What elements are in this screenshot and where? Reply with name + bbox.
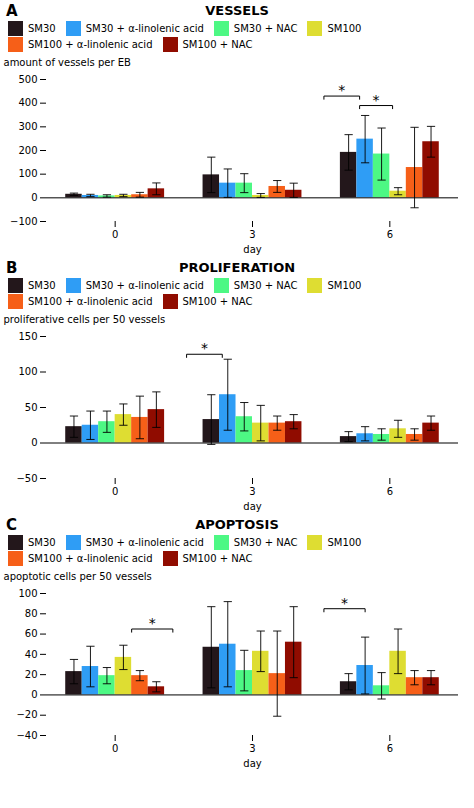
svg-text:0: 0 xyxy=(112,743,118,754)
svg-text:100: 100 xyxy=(18,168,37,179)
svg-text:300: 300 xyxy=(18,121,37,132)
html-text:SM100 + α-linolenic acid: SM100 + α-linolenic acid xyxy=(28,296,153,308)
html-text:SM30 + α-linolenic acid: SM30 + α-linolenic acid xyxy=(85,536,204,548)
svg-text:−50: −50 xyxy=(16,473,37,484)
svg-text:20: 20 xyxy=(25,669,38,680)
svg-text:0: 0 xyxy=(31,192,37,203)
html-text:SM30 + α-linolenic acid: SM30 + α-linolenic acid xyxy=(85,22,204,34)
svg-text:100: 100 xyxy=(18,588,37,599)
html-text:B: B xyxy=(6,259,18,277)
html-text:SM30 + α-linolenic acid: SM30 + α-linolenic acid xyxy=(85,279,204,291)
svg-text:amount of vessels per EB: amount of vessels per EB xyxy=(4,57,131,68)
svg-text:3: 3 xyxy=(249,486,255,497)
svg-text:−40: −40 xyxy=(16,730,37,741)
svg-text:6: 6 xyxy=(387,486,393,497)
svg-text:−100: −100 xyxy=(10,216,37,227)
svg-text:day: day xyxy=(243,758,261,769)
html-text:SM100 + NAC: SM100 + NAC xyxy=(182,553,253,565)
html-text:SM30 + NAC: SM30 + NAC xyxy=(233,279,298,291)
svg-text:60: 60 xyxy=(25,628,38,639)
html-text:APOPTOSIS: APOPTOSIS xyxy=(195,517,279,532)
html-text:SM30: SM30 xyxy=(28,279,56,291)
svg-text:*: * xyxy=(338,82,345,98)
svg-text:*: * xyxy=(149,615,156,631)
svg-text:*: * xyxy=(201,340,208,356)
svg-text:*: * xyxy=(341,595,348,611)
html-text:SM100: SM100 xyxy=(327,22,362,34)
html-text:SM30 + NAC: SM30 + NAC xyxy=(233,536,298,548)
html-text:PROLIFERATION: PROLIFERATION xyxy=(178,260,296,275)
svg-text:−20: −20 xyxy=(16,709,37,720)
svg-text:150: 150 xyxy=(18,331,37,342)
svg-text:100: 100 xyxy=(18,366,37,377)
html-text:SM100 + α-linolenic acid: SM100 + α-linolenic acid xyxy=(28,553,153,565)
html-text:SM30 + NAC: SM30 + NAC xyxy=(233,22,298,34)
svg-text:day: day xyxy=(243,501,261,512)
svg-text:0: 0 xyxy=(112,229,118,240)
html-text:SM100 + NAC: SM100 + NAC xyxy=(182,39,253,51)
html-text:A: A xyxy=(6,2,18,20)
svg-text:3: 3 xyxy=(249,743,255,754)
svg-text:6: 6 xyxy=(387,229,393,240)
svg-text:0: 0 xyxy=(31,689,37,700)
svg-text:0: 0 xyxy=(31,437,37,448)
svg-text:*: * xyxy=(373,92,380,108)
svg-text:40: 40 xyxy=(25,649,38,660)
svg-text:400: 400 xyxy=(18,97,37,108)
svg-text:day: day xyxy=(243,244,261,255)
svg-text:apoptotic cells per 50 vessels: apoptotic cells per 50 vessels xyxy=(4,571,152,582)
svg-text:0: 0 xyxy=(112,486,118,497)
svg-text:50: 50 xyxy=(25,402,38,413)
svg-text:3: 3 xyxy=(249,229,255,240)
html-text:SM30: SM30 xyxy=(28,22,56,34)
html-text:SM100 + α-linolenic acid: SM100 + α-linolenic acid xyxy=(28,39,153,51)
svg-text:80: 80 xyxy=(25,608,38,619)
html-text:SM30: SM30 xyxy=(28,536,56,548)
svg-text:200: 200 xyxy=(18,145,37,156)
html-text:SM100: SM100 xyxy=(327,279,362,291)
svg-text:proliferative cells per 50 ves: proliferative cells per 50 vessels xyxy=(4,314,166,325)
svg-text:500: 500 xyxy=(18,74,37,85)
html-text:VESSELS: VESSELS xyxy=(205,3,269,18)
html-text:SM100: SM100 xyxy=(327,536,362,548)
html-text:SM100 + NAC: SM100 + NAC xyxy=(182,296,253,308)
svg-text:6: 6 xyxy=(387,743,393,754)
html-text:C: C xyxy=(6,516,17,534)
